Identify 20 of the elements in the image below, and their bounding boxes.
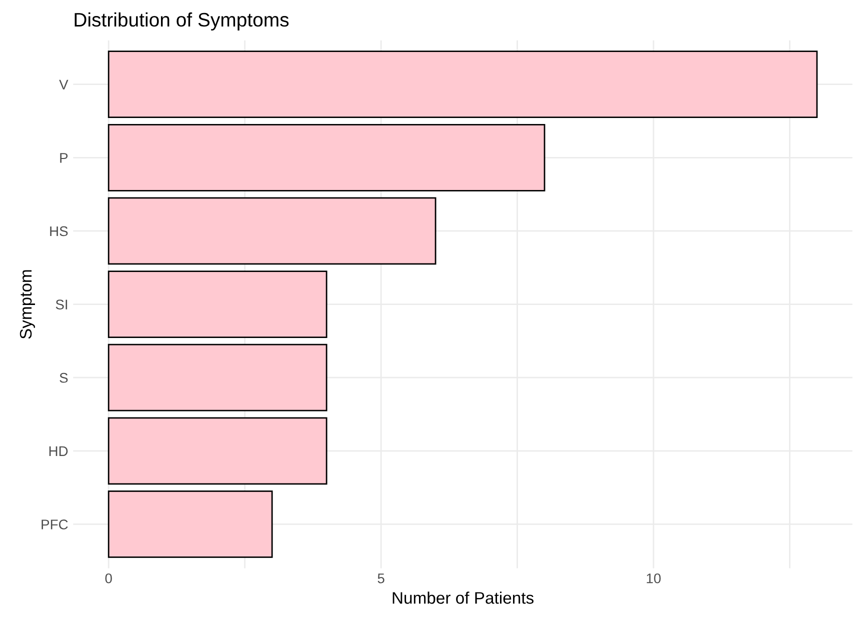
chart-title: Distribution of Symptoms [74,12,289,31]
bar [108,344,328,412]
bar [108,50,818,118]
y-tick-label: HS [50,226,68,236]
x-tick-label: 0 [105,573,112,584]
bar [108,197,436,265]
y-tick-label: P [60,153,68,163]
x-tick-label: 5 [378,574,384,584]
y-tick-label: SI [56,300,68,310]
y-axis-title: Symptom [20,270,35,339]
x-axis-title: Number of Patients [392,592,534,604]
bar [108,124,546,192]
bar [108,417,328,485]
y-tick-label: HD [49,446,68,456]
y-tick-label: PFC [42,520,68,530]
y-tick-label: S [60,372,68,383]
bar [108,490,273,558]
bar [108,270,328,338]
y-tick-label: V [59,80,68,90]
x-tick-label: 10 [646,573,661,584]
